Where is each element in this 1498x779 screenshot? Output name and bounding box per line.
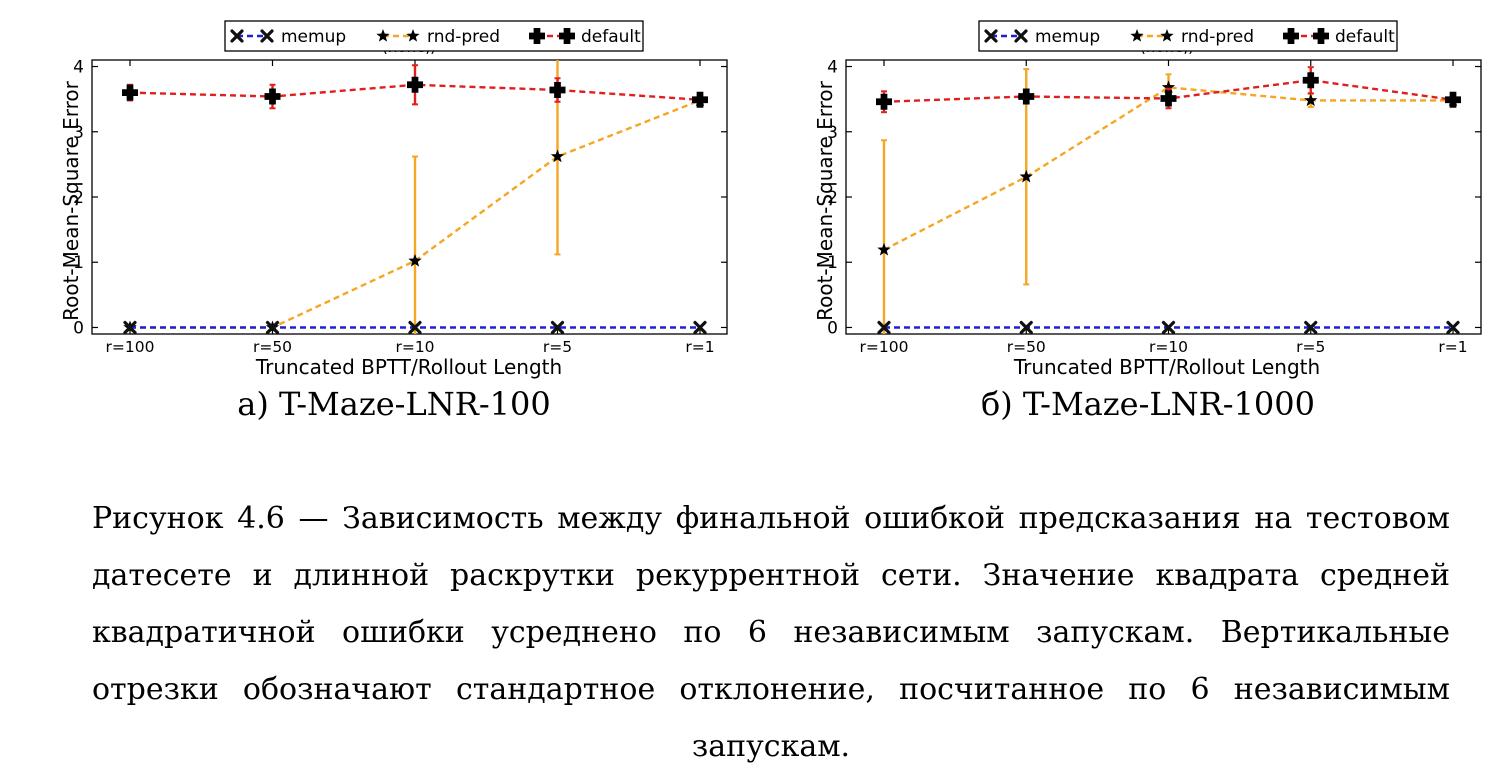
data-point-default — [549, 82, 566, 99]
data-point-memup — [550, 320, 565, 335]
data-point-rnd-pred — [550, 149, 565, 163]
series-memup — [123, 320, 707, 335]
star-icon — [1160, 29, 1174, 42]
legend-label: memup — [281, 27, 346, 47]
star-icon — [406, 29, 420, 42]
x-tick-label: r=10 — [395, 338, 434, 356]
plus-icon — [1313, 28, 1329, 44]
x-tick-label: r=1 — [685, 338, 714, 356]
x-tick-label: r=1 — [1438, 338, 1467, 356]
x-tick-label: r=50 — [1007, 338, 1046, 356]
x-tick-label: r=5 — [1296, 338, 1325, 356]
chart-panel-0: (none,)01234r=100r=50r=10r=5r=1Truncated… — [59, 20, 728, 423]
chart-panel-1: (none,)01234r=100r=50r=10r=5r=1Truncated… — [813, 20, 1482, 423]
data-point-memup — [1161, 320, 1176, 335]
data-point-default — [407, 76, 423, 93]
data-point-default — [264, 88, 281, 105]
x-icon — [984, 29, 998, 43]
y-tick-label: 0 — [827, 318, 838, 338]
y-tick-label: 1 — [827, 253, 838, 273]
x-icon — [230, 29, 244, 43]
y-tick-label: 0 — [73, 318, 84, 338]
data-point-default — [1018, 88, 1035, 105]
data-point-rnd-pred — [1019, 169, 1033, 183]
y-tick-label: 4 — [73, 58, 84, 78]
data-point-rnd-pred — [1304, 93, 1318, 107]
plot-frame — [91, 59, 728, 335]
data-point-default — [1302, 72, 1319, 89]
legend: memup rnd-pred default — [978, 20, 1398, 52]
data-point-rnd-pred — [408, 253, 422, 267]
data-point-memup — [265, 320, 280, 335]
x-tick-label: r=100 — [106, 338, 155, 356]
data-point-rnd-pred — [1161, 80, 1176, 94]
plus-icon — [559, 28, 575, 44]
x-icon — [260, 29, 274, 43]
data-point-default — [122, 84, 138, 101]
star-icon — [376, 29, 390, 42]
y-tick-label: 4 — [827, 58, 838, 78]
data-point-memup — [1446, 320, 1460, 335]
y-axis-label: Root-Mean-Square Error — [59, 80, 83, 321]
plus-icon — [529, 28, 545, 44]
data-point-memup — [1019, 320, 1033, 335]
y-tick-label: 1 — [73, 253, 84, 273]
y-tick-label: 2 — [827, 188, 838, 208]
y-axis-label: Root-Mean-Square Error — [813, 80, 837, 321]
y-tick-label: 3 — [73, 123, 84, 143]
legend-label: rnd-pred — [1181, 27, 1254, 47]
data-point-default — [1160, 90, 1177, 107]
figure-caption: Рисунок 4.6 — Зависимость между финально… — [92, 501, 1450, 764]
star-icon — [1130, 29, 1144, 42]
panel-label: б) T-Maze-LNR-1000 — [981, 385, 1315, 423]
data-point-memup — [1304, 320, 1318, 335]
legend-label: default — [581, 27, 641, 47]
y-tick-label: 2 — [73, 188, 84, 208]
data-point-memup — [123, 320, 137, 335]
y-tick-label: 3 — [827, 123, 838, 143]
data-point-default — [692, 91, 708, 108]
x-tick-label: r=50 — [253, 338, 292, 356]
data-point-memup — [693, 320, 707, 335]
panel-label: а) T-Maze-LNR-100 — [237, 385, 550, 423]
x-axis-label: Truncated BPTT/Rollout Length — [1013, 355, 1320, 379]
x-icon — [1014, 29, 1028, 43]
x-tick-label: r=100 — [860, 338, 909, 356]
legend-label: memup — [1035, 27, 1100, 47]
x-tick-label: r=5 — [543, 338, 572, 356]
plus-icon — [1283, 28, 1299, 44]
data-point-memup — [877, 320, 891, 335]
data-point-memup — [408, 320, 422, 335]
x-tick-label: r=10 — [1149, 338, 1188, 356]
x-axis-label: Truncated BPTT/Rollout Length — [255, 355, 562, 379]
legend-label: default — [1335, 27, 1395, 47]
legend-label: rnd-pred — [427, 27, 500, 47]
series-line-rnd-pred — [883, 86, 1453, 251]
series-memup — [877, 320, 1460, 335]
legend: memup rnd-pred default — [224, 20, 644, 52]
data-point-rnd-pred — [877, 242, 891, 256]
series-default — [876, 66, 1461, 114]
series-default — [122, 64, 708, 110]
data-point-default — [876, 93, 892, 110]
data-point-default — [1445, 91, 1461, 108]
